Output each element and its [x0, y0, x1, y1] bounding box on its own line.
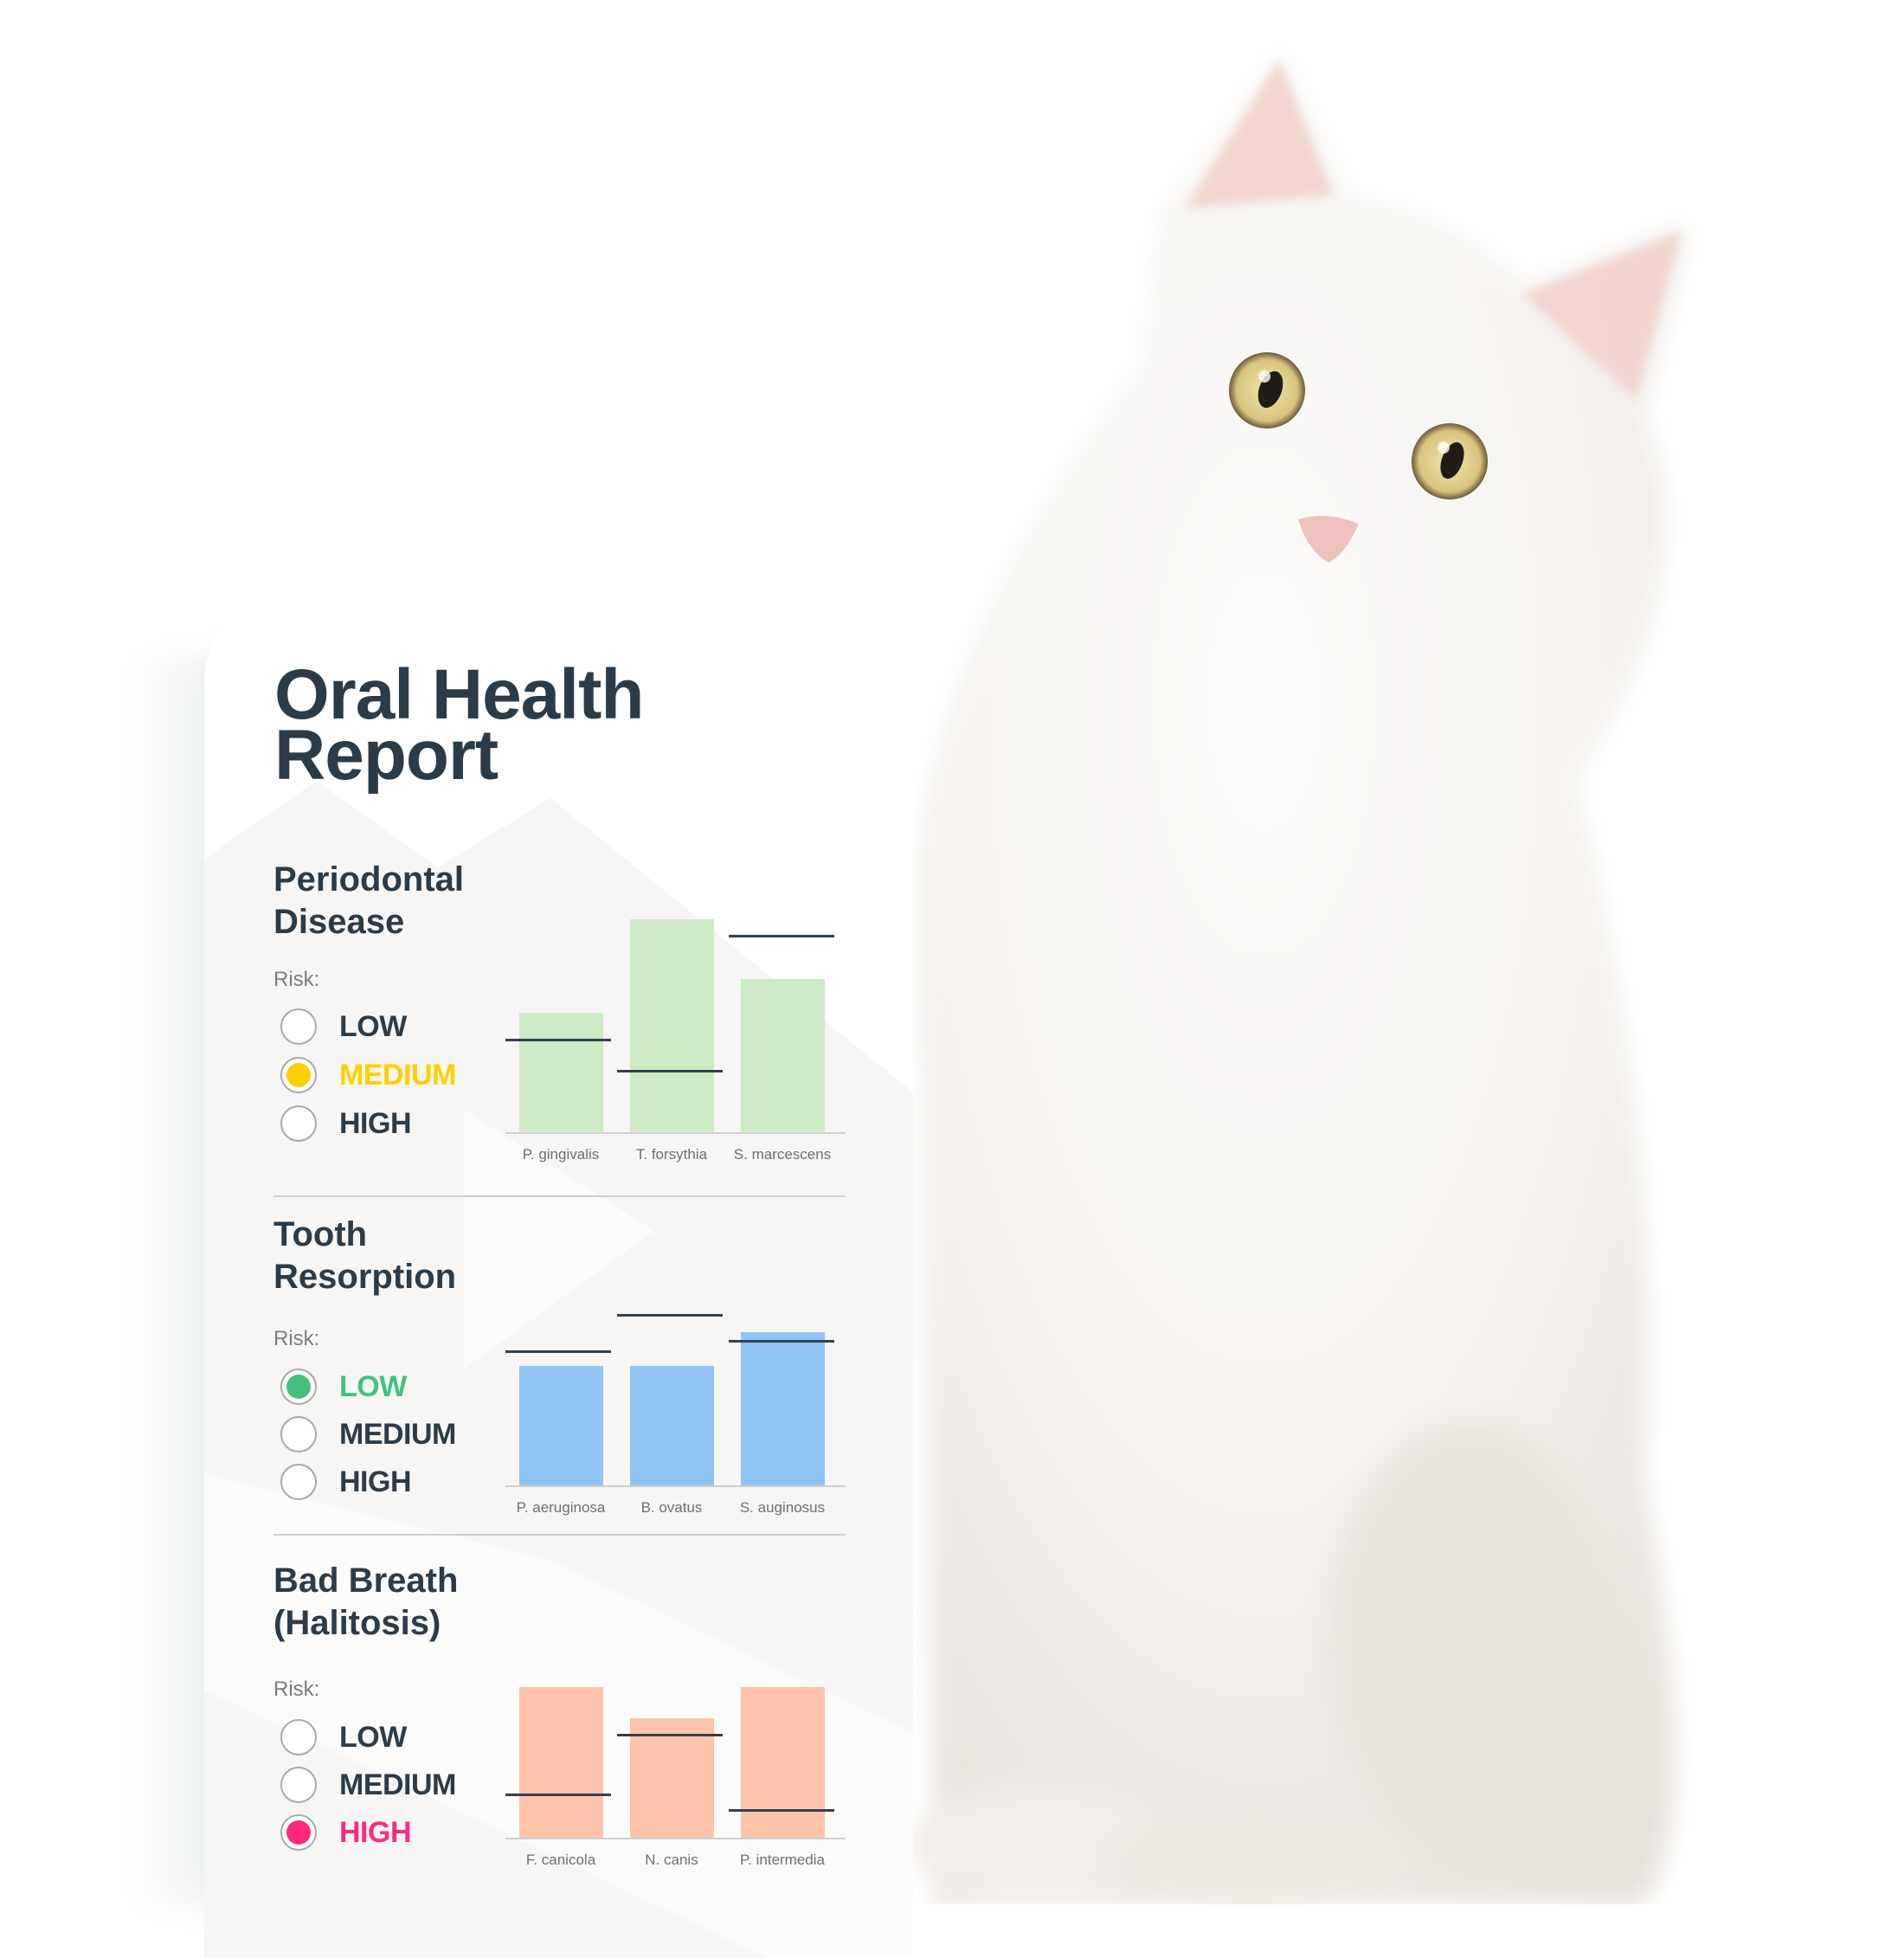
bar [519, 1366, 603, 1485]
x-tick-label: P. aeruginosa [516, 1499, 606, 1516]
radio-selected-icon[interactable] [280, 1814, 317, 1851]
cat-nose [1298, 516, 1359, 563]
bar [630, 1718, 714, 1838]
bar [630, 919, 714, 1132]
report-title: Oral Health Report [274, 655, 644, 795]
x-tick-label: P. intermedia [740, 1852, 825, 1868]
cat-photo [909, 52, 1688, 1904]
risk-option-label: HIGH [339, 1815, 412, 1849]
x-axis [505, 1132, 846, 1134]
bar [741, 1687, 825, 1838]
reference-line [729, 1809, 834, 1812]
radio-unselected-icon[interactable] [280, 1464, 317, 1500]
chart-tooth-resorption: P. aeruginosa B. ovatus S. auginosus [505, 1226, 846, 1516]
reference-line [617, 1314, 723, 1317]
x-tick-label: S. marcescens [733, 1146, 832, 1163]
reference-line [617, 1734, 723, 1736]
risk-option-label: LOW [339, 1369, 407, 1403]
risk-option-low[interactable]: LOW [280, 1008, 407, 1046]
radio-dot-icon [286, 1063, 311, 1087]
radio-unselected-icon[interactable] [280, 1416, 317, 1452]
risk-option-label: HIGH [339, 1106, 412, 1140]
x-tick-label: F. canicola [525, 1852, 596, 1868]
risk-option-high[interactable]: HIGH [280, 1463, 412, 1501]
risk-option-label: MEDIUM [339, 1417, 456, 1451]
reference-line [505, 1350, 611, 1353]
radio-selected-icon[interactable] [280, 1369, 317, 1405]
bar [519, 1013, 603, 1132]
x-axis [505, 1838, 846, 1839]
chart-bad-breath: F. canicola N. canis P. intermedia [505, 1578, 846, 1868]
risk-option-low[interactable]: LOW [280, 1718, 407, 1756]
radio-unselected-icon[interactable] [280, 1719, 317, 1755]
cat-ears [1186, 61, 1681, 398]
section-title-tooth-resorption: Tooth Resorption [273, 1215, 457, 1296]
reference-line [617, 1070, 723, 1072]
risk-label: Risk: [273, 1678, 320, 1701]
radio-unselected-icon[interactable] [280, 1767, 317, 1803]
x-tick-label: S. auginosus [739, 1499, 826, 1516]
x-tick-label: P. gingivalis [522, 1146, 600, 1163]
risk-option-medium[interactable]: MEDIUM [280, 1056, 456, 1094]
risk-option-label: LOW [339, 1009, 407, 1043]
risk-label: Risk: [273, 1327, 320, 1350]
risk-option-label: LOW [339, 1720, 407, 1754]
risk-option-high[interactable]: HIGH [280, 1813, 412, 1852]
x-tick-label: B. ovatus [640, 1499, 703, 1516]
bar [519, 1687, 603, 1838]
chart-periodontal: P. gingivalis T. forsythia S. marcescens [505, 873, 846, 1163]
reference-line [505, 1039, 611, 1041]
risk-option-label: MEDIUM [339, 1058, 456, 1092]
risk-option-medium[interactable]: MEDIUM [280, 1415, 456, 1453]
risk-option-medium[interactable]: MEDIUM [280, 1766, 456, 1804]
bar [741, 1332, 825, 1485]
reference-line [729, 1340, 834, 1343]
cat-eyes [1229, 352, 1488, 499]
radio-unselected-icon[interactable] [280, 1105, 317, 1142]
x-tick-label: T. forsythia [635, 1146, 708, 1163]
risk-option-low[interactable]: LOW [280, 1368, 407, 1406]
reference-line [729, 935, 834, 937]
bar [630, 1366, 714, 1485]
section-title-periodontal: Periodontal Disease [273, 860, 465, 941]
radio-unselected-icon[interactable] [280, 1008, 317, 1045]
risk-option-high[interactable]: HIGH [280, 1105, 412, 1143]
divider [273, 1195, 846, 1197]
x-tick-label: N. canis [645, 1852, 698, 1868]
reference-line [505, 1794, 611, 1796]
risk-label: Risk: [273, 968, 320, 991]
section-title-bad-breath: Bad Breath (Halitosis) [273, 1562, 459, 1642]
divider [273, 1534, 846, 1536]
oral-health-report-card: Oral Health Report Periodontal Disease R… [204, 608, 913, 1958]
bar [741, 979, 825, 1132]
radio-dot-icon [286, 1375, 311, 1399]
cat-body [909, 52, 1688, 1904]
radio-dot-icon [286, 1820, 311, 1845]
risk-option-label: HIGH [339, 1465, 412, 1498]
radio-selected-icon[interactable] [280, 1057, 317, 1093]
x-axis [505, 1485, 846, 1487]
risk-option-label: MEDIUM [339, 1768, 456, 1801]
